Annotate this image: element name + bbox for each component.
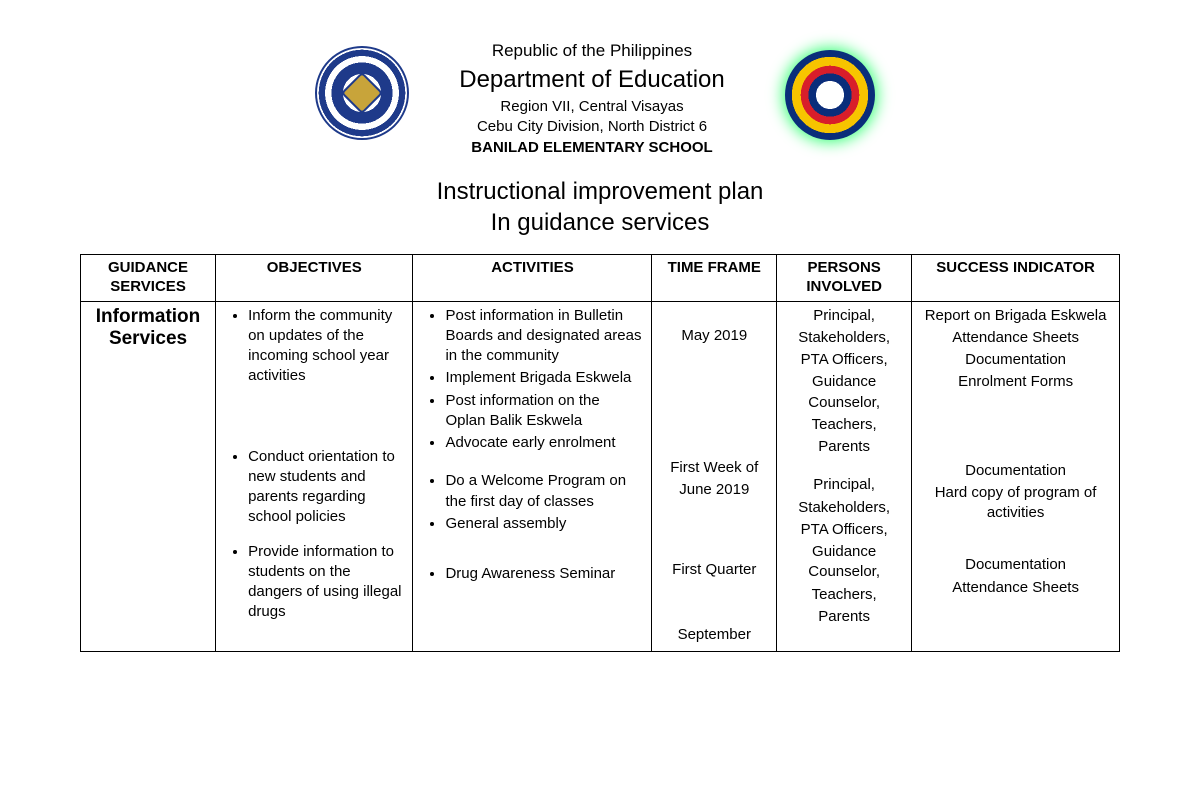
cell-success: Report on Brigada EskwelaAttendance Shee…	[912, 301, 1120, 651]
text-line: First Quarter	[660, 560, 768, 580]
text-line: Documentation	[920, 350, 1111, 370]
plan-table: GUIDANCE SERVICES OBJECTIVES ACTIVITIES …	[80, 254, 1120, 652]
cell-objectives: Inform the community on updates of the i…	[216, 301, 413, 651]
deped-seal-icon	[315, 46, 409, 140]
cell-service: Information Services	[81, 301, 216, 651]
text-line: June 2019	[660, 480, 768, 500]
text-line: Documentation	[920, 555, 1111, 575]
table-row: Information Services Inform the communit…	[81, 301, 1120, 651]
text-line: September	[660, 625, 768, 645]
text-line: Attendance Sheets	[920, 578, 1111, 598]
table-header-row: GUIDANCE SERVICES OBJECTIVES ACTIVITIES …	[81, 255, 1120, 302]
list-item: Conduct orientation to new students and …	[248, 447, 404, 528]
col-objectives-header: OBJECTIVES	[216, 255, 413, 302]
text-line: Stakeholders,	[785, 498, 903, 518]
header-region: Region VII, Central Visayas	[459, 97, 725, 117]
document-title: Instructional improvement plan In guidan…	[80, 176, 1120, 238]
list-item: Inform the community on updates of the i…	[248, 306, 404, 387]
text-line: Report on Brigada Eskwela	[920, 306, 1111, 326]
text-line: Principal,	[785, 475, 903, 495]
text-line: Stakeholders,	[785, 328, 903, 348]
list-item: Advocate early enrolment	[445, 433, 643, 453]
header-republic: Republic of the Philippines	[459, 40, 725, 62]
list-item: Post information on the Oplan Balik Eskw…	[445, 391, 643, 432]
col-services-header: GUIDANCE SERVICES	[81, 255, 216, 302]
col-activities-header: ACTIVITIES	[413, 255, 652, 302]
text-line: Teachers,	[785, 585, 903, 605]
header-school: BANILAD ELEMENTARY SCHOOL	[459, 138, 725, 158]
letterhead: Republic of the Philippines Department o…	[80, 40, 1120, 158]
col-time-header: TIME FRAME	[652, 255, 777, 302]
text-line: Guidance Counselor,	[785, 372, 903, 413]
list-item: Provide information to students on the d…	[248, 542, 404, 623]
text-line: Hard copy of program of activities	[920, 483, 1111, 524]
title-line1: Instructional improvement plan	[80, 176, 1120, 207]
list-item: Implement Brigada Eskwela	[445, 368, 643, 388]
text-line: Documentation	[920, 461, 1111, 481]
text-line: Guidance Counselor,	[785, 542, 903, 583]
text-line: Parents	[785, 437, 903, 457]
school-seal-icon	[775, 40, 885, 150]
list-item: Do a Welcome Program on the first day of…	[445, 471, 643, 512]
col-persons-header: PERSONS INVOLVED	[777, 255, 912, 302]
title-line2: In guidance services	[80, 207, 1120, 238]
letterhead-text: Republic of the Philippines Department o…	[459, 40, 725, 158]
col-success-header: SUCCESS INDICATOR	[912, 255, 1120, 302]
header-division: Cebu City Division, North District 6	[459, 117, 725, 137]
text-line: Attendance Sheets	[920, 328, 1111, 348]
cell-activities: Post information in Bulletin Boards and …	[413, 301, 652, 651]
text-line: First Week of	[660, 458, 768, 478]
text-line: Teachers,	[785, 415, 903, 435]
list-item: General assembly	[445, 514, 643, 534]
document-page: Republic of the Philippines Department o…	[0, 0, 1200, 652]
text-line: Parents	[785, 607, 903, 627]
text-line: PTA Officers,	[785, 520, 903, 540]
text-line: Enrolment Forms	[920, 372, 1111, 392]
list-item: Post information in Bulletin Boards and …	[445, 306, 643, 367]
cell-time: May 2019 First Week ofJune 2019 First Quar…	[652, 301, 777, 651]
list-item: Drug Awareness Seminar	[445, 564, 643, 584]
header-department: Department of Education	[459, 64, 725, 95]
text-line: PTA Officers,	[785, 350, 903, 370]
cell-persons: Principal,Stakeholders,PTA Officers,Guid…	[777, 301, 912, 651]
text-line: Principal,	[785, 306, 903, 326]
text-line: May 2019	[660, 326, 768, 346]
